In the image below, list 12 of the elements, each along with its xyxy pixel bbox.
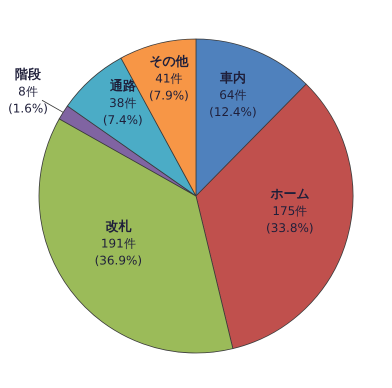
data-label: 175件 (33.8%) <box>266 204 314 235</box>
slice-label: 改札 <box>105 220 132 235</box>
data-label: 41件 (7.9%) <box>148 71 189 102</box>
data-label: 8件 (1.6%) <box>8 84 48 116</box>
slice-label: ホーム <box>269 187 310 202</box>
data-label: 38件 (7.4%) <box>102 96 143 128</box>
data-label: 64件 (12.4%) <box>209 88 257 119</box>
data-label: 191件 (36.9%) <box>94 236 142 268</box>
slice-label: 通路 <box>108 78 136 94</box>
slice-label: その他 <box>149 54 190 70</box>
slice-label: 車内 <box>218 70 246 86</box>
slice-label: 階段 <box>15 67 42 82</box>
